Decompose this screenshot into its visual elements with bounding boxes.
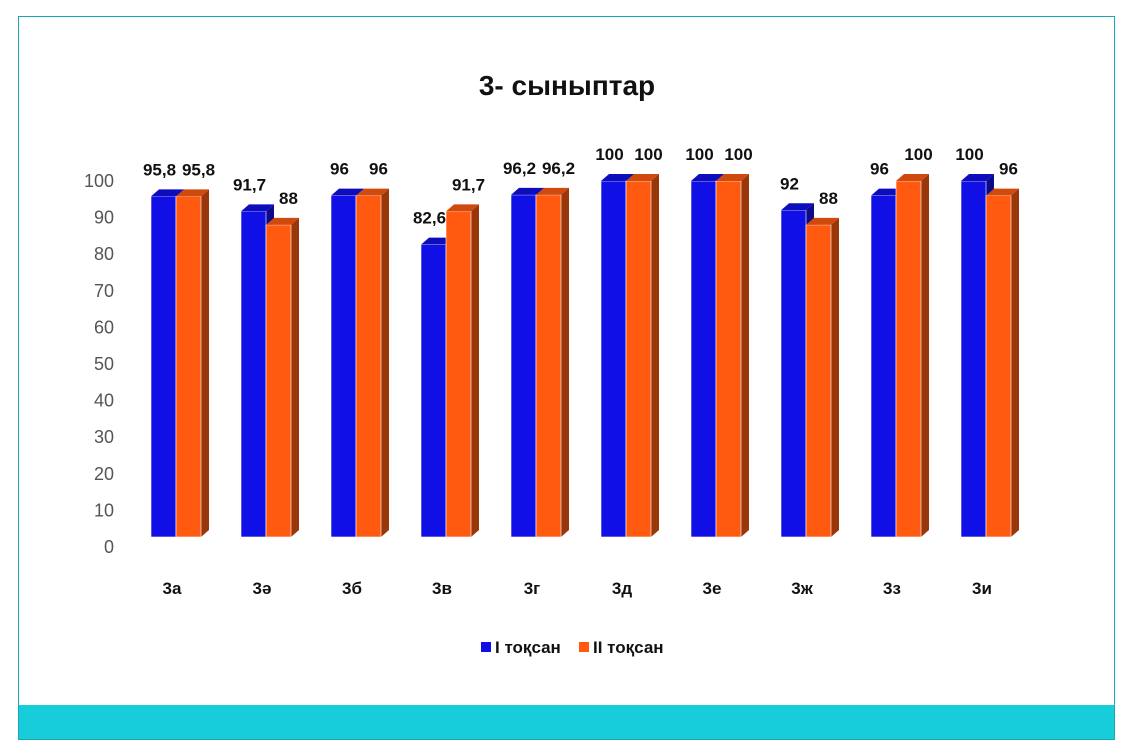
data-label: 82,6 (413, 209, 446, 228)
x-tick-label: 3ә (253, 579, 272, 598)
y-tick-label: 30 (94, 427, 114, 447)
x-tick-label: 3и (972, 579, 992, 598)
data-label: 95,8 (182, 160, 215, 179)
bar-q2 (985, 188, 1019, 538)
bar-q2 (805, 217, 839, 538)
y-tick-label: 70 (94, 281, 114, 301)
y-tick-label: 10 (94, 500, 114, 520)
x-tick-label: 3ж (791, 579, 813, 598)
data-label: 100 (904, 145, 932, 164)
data-label: 96,2 (503, 159, 536, 178)
y-tick-label: 100 (84, 171, 114, 191)
data-label: 100 (595, 145, 623, 164)
data-label: 91,7 (233, 175, 266, 194)
chart-title: 3- сыныптар (479, 70, 655, 101)
legend-item: I тоқсан (481, 638, 561, 657)
bar-q2 (175, 189, 209, 538)
bar-q2 (265, 217, 299, 538)
bars: 95,8 95,8 91,7 88 96 96 82,6 91,7 96,2 96,2 100 100… (143, 145, 1019, 538)
data-label: 91,7 (452, 175, 485, 194)
data-label: 96 (330, 160, 349, 179)
bar-q2 (625, 174, 659, 538)
bar-q2 (355, 188, 389, 538)
y-tick-label: 80 (94, 244, 114, 264)
x-tick-label: 3д (612, 579, 632, 598)
y-tick-label: 0 (104, 537, 114, 557)
data-label: 96,2 (542, 159, 575, 178)
data-label: 100 (724, 145, 752, 164)
data-label: 96 (999, 160, 1018, 179)
footer-bar (19, 705, 1114, 739)
legend-swatch (481, 642, 491, 652)
bar-q2 (535, 187, 569, 538)
y-axis: 0 10 20 30 40 50 60 70 80 90 100 (84, 171, 114, 557)
data-label: 100 (634, 145, 662, 164)
x-tick-label: 3а (163, 579, 182, 598)
x-tick-label: 3г (524, 579, 541, 598)
legend-label: I тоқсан (495, 638, 561, 657)
legend: I тоқсан II тоқсан (481, 638, 664, 657)
slide-frame: 3- сыныптар 0 10 20 30 40 50 60 70 80 90 100 95,8 9… (18, 16, 1115, 740)
data-label: 92 (780, 174, 799, 193)
x-tick-label: 3е (703, 579, 722, 598)
y-tick-label: 90 (94, 208, 114, 228)
x-tick-label: 3в (432, 579, 452, 598)
legend-label: II тоқсан (593, 638, 664, 657)
data-label: 88 (819, 189, 838, 208)
legend-swatch (579, 642, 589, 652)
data-label: 88 (279, 189, 298, 208)
legend-item: II тоқсан (579, 638, 664, 657)
y-tick-label: 50 (94, 354, 114, 374)
data-label: 96 (870, 160, 889, 179)
x-tick-label: 3б (342, 579, 362, 598)
bar-q2 (715, 174, 749, 538)
data-label: 100 (685, 145, 713, 164)
x-tick-label: 3з (883, 579, 901, 598)
bar-q2 (895, 174, 929, 538)
y-tick-label: 40 (94, 391, 114, 411)
bar-q2 (445, 204, 479, 538)
data-label: 95,8 (143, 160, 176, 179)
data-label: 100 (955, 145, 983, 164)
data-label: 96 (369, 160, 388, 179)
x-axis: 3а 3ә 3б 3в 3г 3д 3е 3ж 3з 3и (163, 579, 992, 598)
y-tick-label: 60 (94, 317, 114, 337)
y-tick-label: 20 (94, 464, 114, 484)
